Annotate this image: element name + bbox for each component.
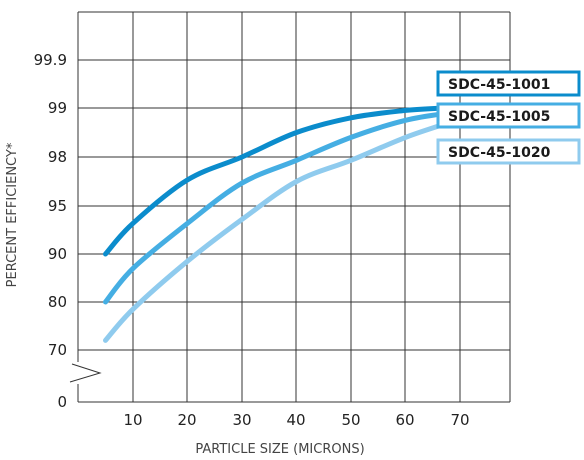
x-axis-title: PARTICLE SIZE (MICRONS): [195, 442, 364, 457]
series-line-sdc-45-1005: [103, 110, 452, 305]
y-tick-label: 90: [48, 245, 67, 263]
legend-item-sdc-45-1020: SDC-45-1020: [436, 138, 581, 165]
tick-labels: 10 20 30 40 50 60 70 0 70 80 90 95 98 99 99.9: [34, 51, 470, 429]
y-tick-label: 99: [48, 99, 67, 117]
legend-box: [436, 138, 581, 165]
series-line-sdc-45-1020: [103, 120, 452, 343]
series-lines: [103, 105, 452, 343]
y-tick-label: 95: [48, 197, 67, 215]
legend-box: [436, 70, 581, 97]
legend-item-sdc-45-1005: SDC-45-1005: [436, 102, 581, 129]
legend-label: SDC-45-1001: [448, 77, 550, 93]
y-tick-label: 70: [48, 341, 67, 359]
x-tick-label: 70: [450, 411, 469, 429]
y-tick-label: 98: [48, 148, 67, 166]
x-tick-label: 30: [232, 411, 251, 429]
legend-item-sdc-45-1001: SDC-45-1001: [436, 70, 581, 97]
axis-break-icon: [69, 363, 102, 383]
x-tick-label: 20: [177, 411, 196, 429]
y-tick-label: 80: [48, 293, 67, 311]
x-tick-label: 10: [123, 411, 142, 429]
legend-label: SDC-45-1020: [448, 145, 551, 161]
legend-box: [436, 102, 581, 129]
chart-grid: [66, 11, 511, 403]
x-tick-label: 40: [286, 411, 305, 429]
x-tick-label: 60: [395, 411, 414, 429]
y-tick-label: 99.9: [34, 51, 67, 69]
y-axis-title: PERCENT EFFICIENCY*: [5, 142, 20, 287]
legend: SDC-45-1001 SDC-45-1005 SDC-45-1020: [436, 70, 581, 165]
legend-label: SDC-45-1005: [448, 109, 550, 125]
x-tick-label: 50: [341, 411, 360, 429]
series-line-sdc-45-1001: [103, 105, 447, 257]
y-tick-label: 0: [57, 393, 67, 411]
